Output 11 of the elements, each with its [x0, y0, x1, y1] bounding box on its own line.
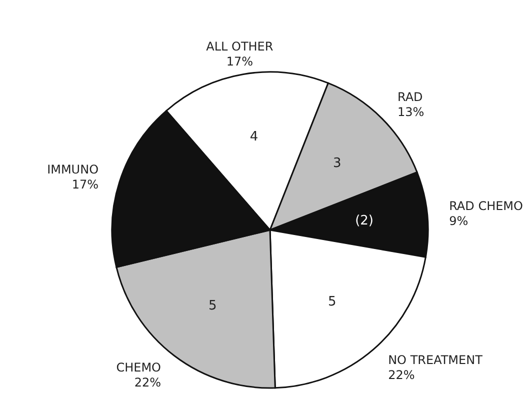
slice-label: IMMUNO 17% [47, 162, 99, 192]
slice-label: ALL OTHER 17% [206, 40, 274, 69]
data-label: (2) [355, 213, 374, 228]
slice-label: RAD CHEMO 9% [449, 198, 523, 228]
data-label: 5 [208, 298, 217, 314]
data-label: 4 [250, 130, 258, 145]
data-label: 5 [328, 294, 336, 310]
data-label: 3 [332, 156, 342, 172]
slice-label: NO TREATMENT 22% [388, 352, 484, 382]
slice-label: CHEMO 22% [116, 360, 162, 390]
slice-label: RAD 13% [397, 90, 424, 119]
